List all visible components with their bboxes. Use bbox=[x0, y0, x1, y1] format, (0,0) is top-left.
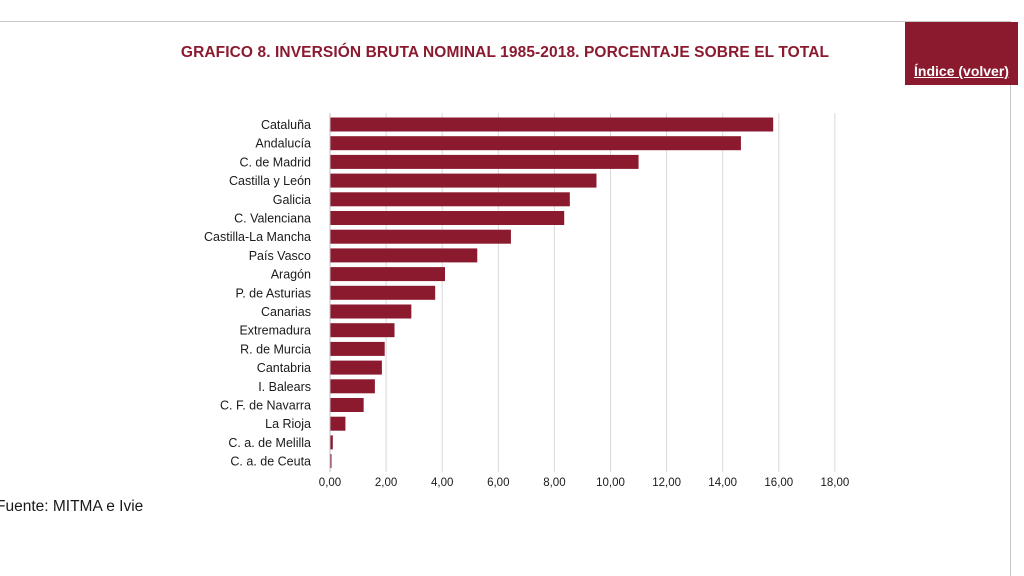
bar bbox=[330, 248, 478, 263]
bar bbox=[330, 304, 412, 319]
bar bbox=[330, 323, 395, 338]
category-label: C. a. de Melilla bbox=[228, 436, 311, 450]
index-back-link[interactable]: Índice (volver) bbox=[914, 63, 1009, 79]
chart-title-text: GRAFICO 8. INVERSIÓN BRUTA NOMINAL 1985-… bbox=[180, 44, 830, 61]
bar bbox=[330, 229, 511, 244]
category-label: Andalucía bbox=[255, 137, 311, 151]
bar bbox=[330, 154, 639, 169]
x-tick-label: 18,00 bbox=[821, 477, 850, 489]
category-label: Castilla-La Mancha bbox=[204, 230, 311, 244]
chart-title: GRAFICO 8. INVERSIÓN BRUTA NOMINAL 1985-… bbox=[0, 44, 1010, 62]
category-label: La Rioja bbox=[265, 417, 311, 431]
category-label: C. Valenciana bbox=[234, 212, 311, 226]
x-tick-label: 0,00 bbox=[319, 477, 341, 489]
bar bbox=[330, 379, 375, 394]
bar bbox=[330, 267, 446, 282]
bar bbox=[330, 192, 570, 207]
bar bbox=[330, 285, 436, 300]
x-tick-label: 2,00 bbox=[375, 477, 397, 489]
bar bbox=[330, 416, 346, 431]
bar bbox=[330, 360, 382, 375]
category-label: País Vasco bbox=[249, 249, 311, 263]
bar bbox=[330, 173, 597, 188]
bar bbox=[330, 435, 333, 450]
bar bbox=[330, 398, 364, 412]
category-label: P. de Asturias bbox=[235, 286, 311, 300]
bar bbox=[330, 454, 332, 469]
category-label: Extremadura bbox=[239, 324, 311, 338]
category-label: Galicia bbox=[273, 193, 311, 207]
category-label: Cantabria bbox=[257, 361, 311, 375]
category-label: Aragón bbox=[271, 268, 311, 282]
bar bbox=[330, 341, 385, 356]
category-label: C. a. de Ceuta bbox=[230, 455, 311, 469]
category-label: Castilla y León bbox=[229, 174, 311, 188]
x-tick-label: 12,00 bbox=[652, 477, 681, 489]
x-tick-label: 8,00 bbox=[543, 477, 565, 489]
category-label: Canarias bbox=[261, 305, 311, 319]
source-note: Fuente: MITMA e Ivie bbox=[0, 498, 144, 515]
category-label: I. Balears bbox=[258, 380, 311, 394]
bar-chart: Cataluña Andalucía C. de Madrid Castilla y … bbox=[204, 113, 850, 489]
bar bbox=[330, 117, 774, 132]
category-label: R. de Murcia bbox=[240, 342, 311, 356]
x-tick-label: 16,00 bbox=[764, 477, 793, 489]
x-tick-label: 10,00 bbox=[596, 477, 625, 489]
category-label: C. de Madrid bbox=[239, 155, 311, 169]
index-back-button[interactable]: Índice (volver) bbox=[905, 22, 1018, 85]
bar bbox=[330, 211, 565, 225]
frame-top-border bbox=[0, 21, 1010, 22]
x-tick-label: 14,00 bbox=[708, 477, 737, 489]
x-tick-label: 4,00 bbox=[431, 477, 453, 489]
frame-right-border bbox=[1010, 21, 1011, 576]
category-label: C. F. de Navarra bbox=[220, 399, 311, 413]
category-label: Cataluña bbox=[261, 118, 311, 132]
bar bbox=[330, 136, 741, 151]
x-tick-label: 6,00 bbox=[487, 477, 509, 489]
